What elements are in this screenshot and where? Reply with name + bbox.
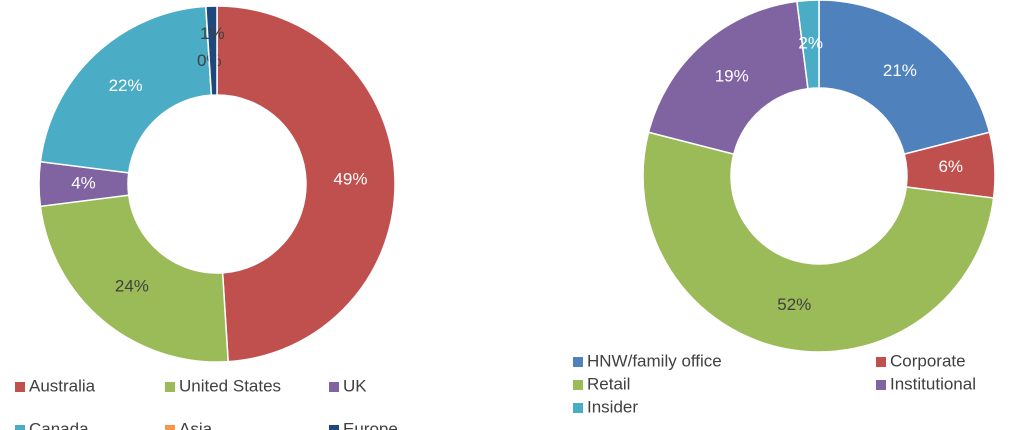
legend-label: Asia [179,419,213,430]
data-label: 6% [938,157,963,176]
legend-swatch [15,425,25,430]
data-label: 21% [883,61,917,80]
legend-label: Insider [587,397,638,416]
legend-swatch [573,403,583,413]
legend-label: United States [179,376,281,395]
data-label: 4% [71,173,96,192]
data-label: 49% [333,169,367,188]
slice [39,5,213,174]
legend-label: Europe [343,419,398,430]
data-label: 2% [798,34,823,53]
legend-swatch [165,425,175,430]
data-label: 24% [115,276,149,295]
legend-swatch [876,380,886,390]
legend-swatch [329,382,339,392]
slice [205,5,218,96]
legend-swatch [329,425,339,430]
legend-label: HNW/family office [587,351,722,370]
data-label: 19% [715,66,749,85]
legend-swatch [573,357,583,367]
legend-label: Canada [29,419,89,430]
data-label: 22% [109,76,143,95]
slice [642,131,995,353]
slice [796,0,820,90]
legend-label: Corporate [890,351,966,370]
legend-label: Retail [587,374,630,393]
legend-swatch [15,382,25,392]
legend-swatch [876,357,886,367]
legend-swatch [573,380,583,390]
legend-label: UK [343,376,367,395]
slice [647,0,809,156]
slice [39,194,229,363]
legend-swatch [165,382,175,392]
slice [216,5,396,363]
data-label: 1% [200,24,225,43]
slice [818,0,991,156]
data-label: 52% [777,295,811,314]
legend-label: Australia [29,376,96,395]
legend-label: Institutional [890,374,976,393]
